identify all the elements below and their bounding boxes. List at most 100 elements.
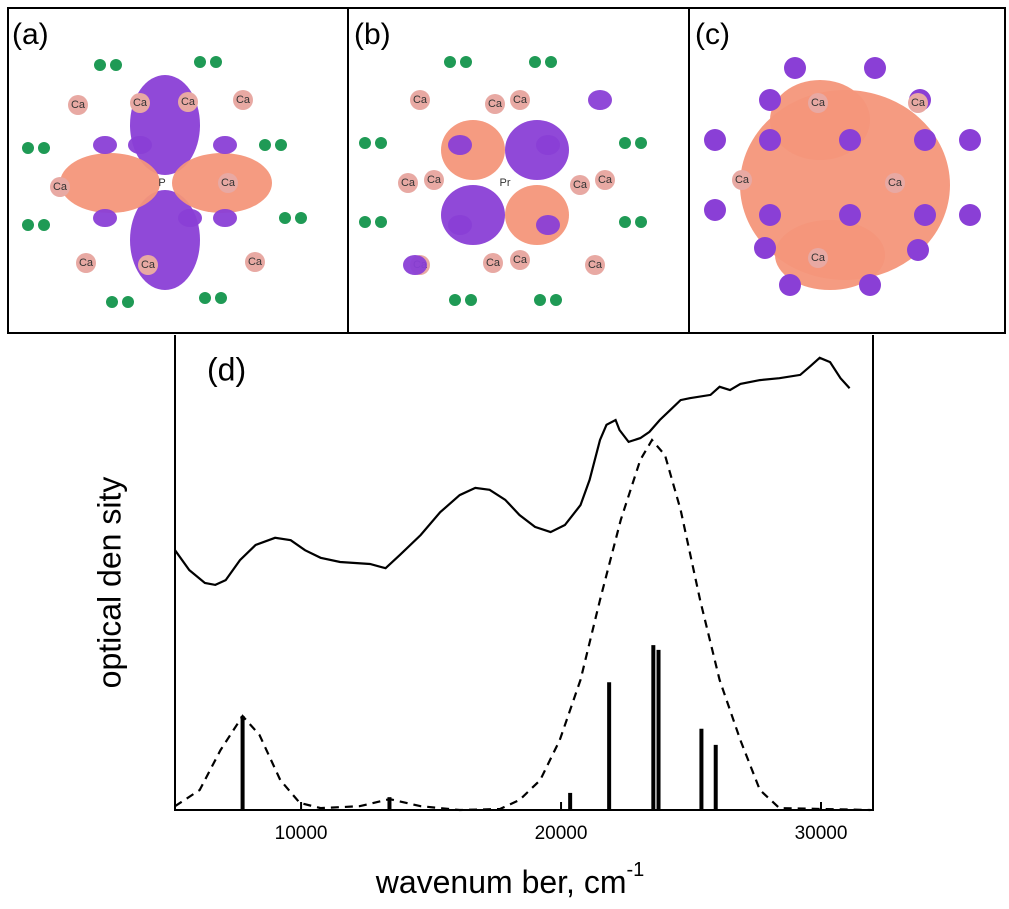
f-atom — [295, 212, 307, 224]
ca-atom — [245, 252, 265, 272]
orbital-lobe — [775, 220, 885, 290]
orbital-lobe — [505, 185, 569, 245]
f-atom — [460, 56, 472, 68]
f-atom — [38, 142, 50, 154]
orbital-lobe — [178, 209, 202, 227]
purple-sphere — [864, 57, 886, 79]
f-atom — [444, 56, 456, 68]
ca-atom — [218, 173, 238, 193]
orbital-lobe — [441, 185, 505, 245]
f-atom — [94, 59, 106, 71]
axis-frame — [174, 335, 874, 811]
f-atom — [38, 219, 50, 231]
atom-label: Ca — [248, 256, 263, 268]
atom-label: Ca — [811, 252, 826, 264]
ca-atom — [178, 92, 198, 112]
purple-sphere — [914, 204, 936, 226]
center-atom: Pr — [500, 177, 511, 189]
atom-label: Ca — [133, 97, 148, 109]
f-atom — [359, 216, 371, 228]
f-atom — [534, 294, 546, 306]
ca-atom — [68, 95, 88, 115]
ca-atom — [908, 93, 928, 113]
ca-atom — [233, 90, 253, 110]
atom-label: Ca — [427, 174, 442, 186]
orbital-lobe — [588, 90, 612, 110]
atom-label: Ca — [588, 259, 603, 271]
atom-label: Ca — [141, 259, 156, 271]
x-axis-label-main: wavenum ber, cm — [375, 864, 627, 900]
f-atom — [529, 56, 541, 68]
f-atom — [199, 292, 211, 304]
orbital-lobe — [213, 136, 237, 154]
atom-label: Ca — [911, 97, 926, 109]
f-atom — [210, 56, 222, 68]
ca-atom — [398, 173, 418, 193]
f-atom — [550, 294, 562, 306]
f-atom — [110, 59, 122, 71]
purple-sphere — [704, 199, 726, 221]
ca-atom — [130, 93, 150, 113]
f-atom — [22, 142, 34, 154]
ca-atom — [424, 170, 444, 190]
y-axis-label: optical den sity — [91, 477, 127, 689]
atom-label: Ca — [413, 94, 428, 106]
purple-sphere — [759, 89, 781, 111]
ca-atom — [510, 90, 530, 110]
purple-sphere — [759, 129, 781, 151]
ca-atom — [138, 255, 158, 275]
atom-label: Ca — [598, 174, 613, 186]
atom-label: Ca — [181, 96, 196, 108]
orbital-lobe — [403, 255, 427, 275]
f-atom — [259, 139, 271, 151]
atom-label: Ca — [488, 98, 503, 110]
atom-label: Ca — [53, 181, 68, 193]
ca-atom — [732, 170, 752, 190]
ca-atom — [410, 90, 430, 110]
orbital-lobe — [60, 153, 160, 213]
purple-sphere — [754, 237, 776, 259]
orbital-lobe — [441, 120, 505, 180]
purple-sphere — [839, 204, 861, 226]
f-atom — [194, 56, 206, 68]
ca-atom — [483, 253, 503, 273]
atom-label: Ca — [513, 254, 528, 266]
purple-sphere — [959, 129, 981, 151]
f-atom — [465, 294, 477, 306]
atom-label: Ca — [888, 177, 903, 189]
ca-atom — [510, 250, 530, 270]
purple-sphere — [779, 274, 801, 296]
atom-label: Ca — [79, 257, 94, 269]
f-atom — [375, 137, 387, 149]
f-atom — [635, 216, 647, 228]
x-axis-label-sup: -1 — [626, 859, 644, 881]
ca-atom — [808, 93, 828, 113]
x-tick-label: 30000 — [795, 823, 848, 844]
ca-atom — [570, 175, 590, 195]
atom-label: Ca — [401, 177, 416, 189]
purple-sphere — [914, 129, 936, 151]
f-atom — [635, 137, 647, 149]
f-atom — [619, 216, 631, 228]
purple-sphere — [859, 274, 881, 296]
x-tick-label: 20000 — [535, 823, 588, 844]
f-atom — [279, 212, 291, 224]
center-atom: P — [158, 177, 165, 189]
orbital-lobe — [448, 215, 472, 235]
f-atom — [545, 56, 557, 68]
f-atom — [215, 292, 227, 304]
atom-label: Ca — [573, 179, 588, 191]
ca-atom — [885, 173, 905, 193]
atom-label: Ca — [735, 174, 750, 186]
ca-atom — [76, 253, 96, 273]
ca-atom — [585, 255, 605, 275]
orbital-lobe — [448, 135, 472, 155]
orbital-lobe — [128, 136, 152, 154]
orbital-lobe — [213, 209, 237, 227]
f-atom — [375, 216, 387, 228]
orbital-lobe — [93, 209, 117, 227]
f-atom — [122, 296, 134, 308]
f-atom — [619, 137, 631, 149]
f-atom — [22, 219, 34, 231]
ca-atom — [595, 170, 615, 190]
